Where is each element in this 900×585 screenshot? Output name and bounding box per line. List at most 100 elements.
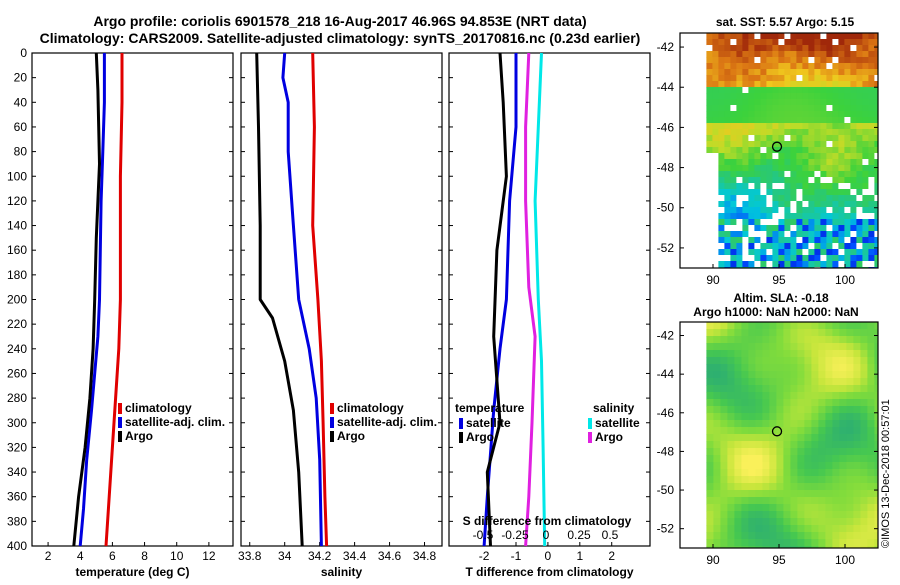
- legend-label: climatology: [337, 401, 404, 415]
- watermark: ©IMOS 13-Dec-2018 00:57:01: [880, 399, 892, 548]
- y-tick-label: 300: [7, 416, 27, 430]
- salinity-xtick-label: 34.6: [378, 549, 402, 563]
- y-tick-label: 20: [14, 71, 28, 85]
- title-line-2: Climatology: CARS2009. Satellite-adjuste…: [40, 30, 641, 46]
- difference-xtick-label: 0: [545, 549, 552, 563]
- sst-title: sat. SST: 5.57 Argo: 5.15: [716, 15, 855, 29]
- difference-xtick-label: -2: [479, 549, 490, 563]
- salinity-series-argo: [255, 52, 304, 547]
- temperature-xtick-label: 10: [170, 549, 184, 563]
- legend-s-title: salinity: [593, 401, 635, 415]
- temperature-series-argo: [72, 52, 101, 547]
- temperature-panel: 0 20 40 60 80 100 120 140 160 180 200 220 240 260 280 3…: [7, 46, 234, 579]
- temperature-xtick-label: 8: [141, 549, 148, 563]
- difference-series-t-argo: [485, 52, 508, 547]
- legend-label: Argo: [466, 430, 494, 444]
- legend-label: satellite: [595, 416, 640, 430]
- temperature-series-climatology: [104, 53, 124, 547]
- legend-swatch: [118, 403, 122, 414]
- y-tick-label: 200: [7, 293, 27, 307]
- legend-label: Argo: [337, 429, 365, 443]
- legend-swatch: [588, 418, 592, 429]
- difference-frame: [448, 52, 651, 547]
- sla-title: Altim. SLA: -0.18: [733, 291, 829, 305]
- legend-t-title: temperature: [455, 401, 525, 415]
- title-line-1: Argo profile: coriolis 6901578_218 16-Au…: [93, 13, 586, 29]
- temperature-series-satellite-adj-clim-: [78, 53, 106, 547]
- legend-label: satellite-adj. clim.: [125, 415, 225, 429]
- sla-ytick-label: -42: [657, 329, 675, 343]
- legend-swatch: [459, 418, 463, 429]
- y-tick-label: 240: [7, 342, 27, 356]
- sst-xtick-label: 95: [772, 273, 786, 287]
- sla-cells: [706, 322, 879, 549]
- legend-swatch: [330, 403, 334, 414]
- sst-ytick-label: -48: [657, 161, 675, 175]
- temperature-xtick-label: 2: [45, 549, 52, 563]
- salinity-xlabel: salinity: [321, 565, 363, 579]
- temperature-xtick-label: 4: [77, 549, 84, 563]
- y-tick-label: 160: [7, 243, 27, 257]
- legend-label: Argo: [125, 429, 153, 443]
- y-tick-label: 80: [14, 145, 28, 159]
- sla-ytick-label: -50: [657, 483, 675, 497]
- top-xtick-label: 0: [543, 528, 550, 542]
- legend-label: satellite-adj. clim.: [337, 415, 437, 429]
- sst-ytick-label: -44: [657, 80, 675, 94]
- salinity-frame: [240, 52, 443, 547]
- top-xlabel: S difference from climatology: [463, 514, 632, 528]
- salinity-xtick-label: 34.4: [343, 549, 367, 563]
- sst-argo-marker: [771, 141, 783, 152]
- temperature-xtick-label: 6: [109, 549, 116, 563]
- salinity-panel: 33.8 34 34.2 34.4 34.6 34.8 salinity climatolog…: [238, 52, 443, 579]
- sla-ytick-label: -46: [657, 406, 675, 420]
- y-tick-label: 360: [7, 490, 27, 504]
- salinity-xtick-label: 33.8: [238, 549, 262, 563]
- top-xtick-label: -0.25: [501, 528, 529, 542]
- difference-xlabel: T difference from climatology: [465, 565, 633, 579]
- temperature-frame: [31, 52, 234, 547]
- y-tick-label: 40: [14, 95, 28, 109]
- legend-label: climatology: [125, 401, 192, 415]
- sla-xtick-label: 90: [706, 553, 720, 567]
- sla-ytick-label: -52: [657, 522, 675, 536]
- sla-argo-marker: [771, 426, 783, 437]
- top-xtick-label: 0.5: [602, 528, 619, 542]
- temperature-xtick-label: 12: [202, 549, 216, 563]
- difference-xtick-label: 2: [608, 549, 615, 563]
- difference-xtick-label: -1: [511, 549, 522, 563]
- y-tick-label: 400: [7, 539, 27, 553]
- y-tick-label: 340: [7, 465, 27, 479]
- difference-panel: -2 -1 0 1 2 T difference from climatology temp…: [448, 52, 651, 579]
- legend-label: satellite: [466, 416, 511, 430]
- salinity-series-climatology: [311, 52, 329, 547]
- sla-xtick-label: 100: [835, 553, 855, 567]
- y-tick-label: 60: [14, 120, 28, 134]
- temperature-xlabel: temperature (deg C): [75, 565, 189, 579]
- sst-xtick-label: 90: [706, 273, 720, 287]
- salinity-xtick-label: 34.2: [308, 549, 332, 563]
- sla-xtick-label: 95: [772, 553, 786, 567]
- y-tick-label: 380: [7, 514, 27, 528]
- legend-label: Argo: [595, 430, 623, 444]
- sla-map-panel: -42 -44 -46 -48 -50 -52 90 95 100 Altim. SLA: -0.…: [657, 291, 879, 567]
- legend-swatch: [588, 432, 592, 443]
- sst-ytick-label: -52: [657, 241, 675, 255]
- sst-map-panel: -42 -44 -46 -48 -50 -52 90 95 100 sat. SST: 5.57 …: [657, 15, 879, 287]
- salinity-series-satellite-adj-clim-: [281, 52, 323, 547]
- y-tick-label: 220: [7, 317, 27, 331]
- salinity-xtick-label: 34.8: [413, 549, 437, 563]
- top-xtick-label: 0.25: [567, 528, 591, 542]
- sla-subtitle: Argo h1000: NaN h2000: NaN: [693, 305, 858, 319]
- difference-series-s-argo: [524, 52, 537, 547]
- top-xtick-label: -0.5: [473, 528, 494, 542]
- y-tick-label: 0: [20, 46, 27, 60]
- legend-swatch: [459, 432, 463, 443]
- y-tick-label: 140: [7, 219, 27, 233]
- sla-ytick-label: -44: [657, 367, 675, 381]
- sst-cells: [706, 33, 879, 269]
- y-tick-label: 180: [7, 268, 27, 282]
- y-tick-label: 120: [7, 194, 27, 208]
